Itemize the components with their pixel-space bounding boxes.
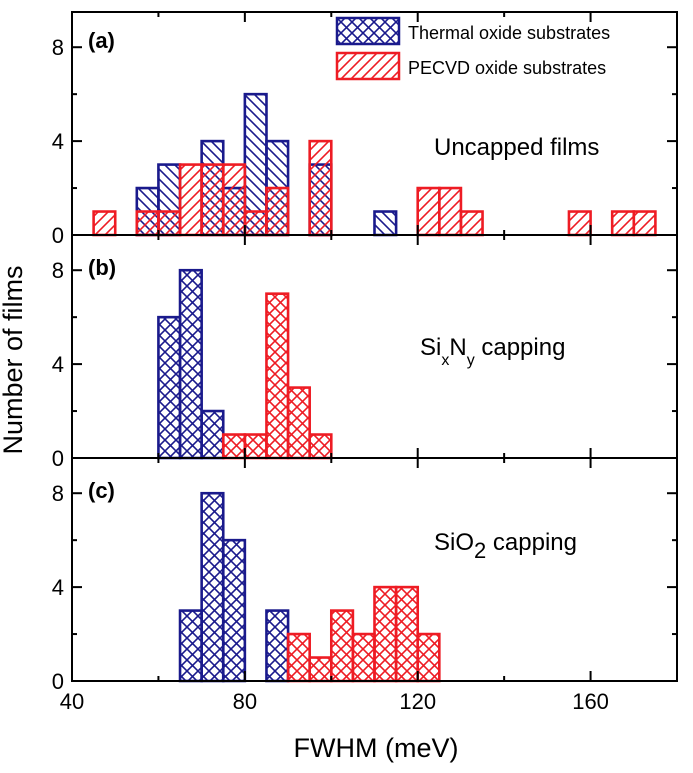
- legend-swatch-pecvd: [335, 51, 401, 81]
- bar-pecvd-panel2-1: [308, 656, 333, 683]
- y-tick-label-1-0: 0: [52, 446, 64, 471]
- panel-1: 0 4 8 (b) SixNy capping: [52, 234, 678, 471]
- bar-pecvd-panel0-0: [92, 210, 117, 237]
- legend-swatch-thermal: [335, 16, 401, 46]
- annotation-part-2-2: capping: [486, 529, 577, 556]
- bar-thermal-panel1-1: [178, 268, 203, 460]
- bar-pecvd-panel0-12: [567, 210, 592, 237]
- x-tick-label-2: 120: [399, 689, 436, 714]
- bar-pecvd-panel2-5: [394, 585, 420, 683]
- panel-annotation-1: SixNy capping: [420, 334, 565, 369]
- bar-pecvd-panel1-2: [265, 292, 290, 460]
- annotation-part-1-4: capping: [475, 334, 566, 361]
- panel-label-2: (c): [88, 478, 115, 503]
- y-axis-title: Number of films: [0, 265, 28, 454]
- bar-pecvd-panel2-3: [351, 632, 376, 683]
- bar-pecvd-panel1-0: [221, 433, 247, 460]
- panel-frame-2: [71, 457, 678, 682]
- y-tick-label-1-1: 4: [52, 352, 64, 377]
- x-axis-title: FWHM (meV): [294, 733, 459, 763]
- bar-thermal-panel2-2: [221, 538, 247, 683]
- bar-pecvd-panel2-0: [286, 632, 311, 683]
- panel-annotation-2: SiO2 capping: [434, 529, 577, 563]
- bar-pecvd-panel2-6: [416, 632, 441, 683]
- bar-pecvd-panel0-14: [632, 210, 657, 237]
- bar-thermal-panel1-2: [200, 409, 225, 460]
- x-tick-label-0: 40: [60, 689, 84, 714]
- y-tick-label-0-0: 0: [52, 223, 64, 248]
- bar-pecvd-panel1-1: [243, 433, 268, 460]
- annotation-part-1-1: x: [441, 352, 449, 369]
- legend-label-pecvd: PECVD oxide substrates: [408, 58, 606, 78]
- legend: Thermal oxide substrates PECVD oxide sub…: [335, 16, 610, 81]
- annotation-part-1-0: Si: [420, 334, 441, 361]
- bar-thermal-panel2-1: [200, 491, 225, 683]
- bar-pecvd-panel0-3: [178, 163, 203, 237]
- y-tick-label-2-1: 4: [52, 575, 64, 600]
- bar-thermal-panel2-0: [178, 609, 203, 683]
- y-tick-label-0-1: 4: [52, 129, 64, 154]
- x-tick-label-1: 80: [233, 689, 257, 714]
- bar-pecvd-panel0-5: [221, 163, 247, 237]
- bar-pecvd-panel2-2: [329, 609, 355, 683]
- panel-label-1: (b): [88, 255, 116, 280]
- bar-pecvd-panel0-8: [308, 139, 333, 237]
- bar-pecvd-panel2-4: [373, 585, 398, 683]
- annotation-part-1-3: y: [467, 352, 475, 369]
- y-tick-label-1-2: 8: [52, 258, 64, 283]
- bar-pecvd-panel0-11: [459, 210, 484, 237]
- annotation-part-2-0: SiO: [434, 529, 474, 556]
- bar-thermal-panel0-7: [373, 210, 398, 237]
- bar-pecvd-panel0-10: [438, 186, 463, 237]
- bar-pecvd-panel0-1: [135, 210, 160, 237]
- y-tick-label-2-0: 0: [52, 669, 64, 694]
- bar-pecvd-panel0-2: [157, 210, 182, 237]
- panel-0: 0 4 8 (a) Uncapped films: [52, 11, 678, 248]
- legend-label-thermal: Thermal oxide substrates: [408, 23, 610, 43]
- bar-pecvd-panel1-3: [286, 386, 311, 460]
- bar-pecvd-panel0-4: [200, 163, 225, 237]
- y-tick-label-0-2: 8: [52, 35, 64, 60]
- annotation-part-2-1: 2: [474, 538, 486, 563]
- bar-pecvd-panel1-4: [308, 433, 333, 460]
- panel-annotation-0: Uncapped films: [434, 134, 599, 161]
- bar-thermal-panel1-0: [157, 315, 182, 460]
- annotation-part-1-2: N: [449, 334, 466, 361]
- bar-thermal-panel2-3: [265, 609, 290, 683]
- panel-2: 0 4 8 (c) SiO2 capping: [52, 457, 678, 694]
- bar-pecvd-panel0-9: [416, 186, 441, 237]
- bar-pecvd-panel0-6: [243, 210, 268, 237]
- bar-pecvd-panel0-7: [265, 186, 290, 237]
- bar-pecvd-panel0-13: [610, 210, 636, 237]
- x-tick-label-3: 160: [572, 689, 609, 714]
- y-tick-label-2-2: 8: [52, 481, 64, 506]
- panel-label-0: (a): [88, 28, 115, 53]
- annotation-part-0-0: Uncapped films: [434, 134, 599, 161]
